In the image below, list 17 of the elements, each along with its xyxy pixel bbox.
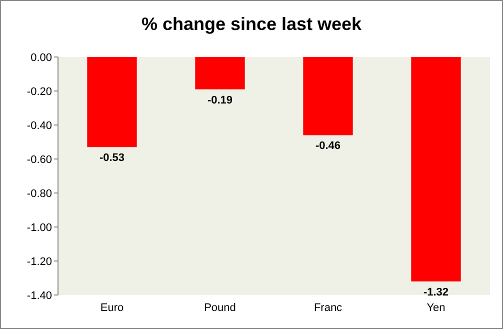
data-label: -0.19 — [207, 94, 233, 106]
y-tick-label: -0.80 — [26, 188, 52, 200]
data-label: -0.46 — [315, 140, 341, 152]
x-tick-label: Franc — [314, 302, 343, 314]
y-tick-label: -0.40 — [26, 120, 52, 132]
data-label: -1.32 — [423, 286, 449, 298]
data-label: -0.53 — [99, 152, 125, 164]
y-tick-label: -0.60 — [26, 154, 52, 166]
chart-title: % change since last week — [141, 14, 363, 34]
x-tick-label: Yen — [426, 302, 446, 314]
y-tick-label: -1.00 — [26, 222, 52, 234]
x-tick-label: Euro — [100, 302, 124, 314]
y-tick-label: -1.20 — [26, 256, 52, 268]
y-tick-label: 0.00 — [30, 52, 52, 64]
y-tick-label: -0.20 — [26, 86, 52, 98]
x-tick-label: Pound — [204, 302, 236, 314]
y-tick-label: -1.40 — [26, 290, 52, 302]
